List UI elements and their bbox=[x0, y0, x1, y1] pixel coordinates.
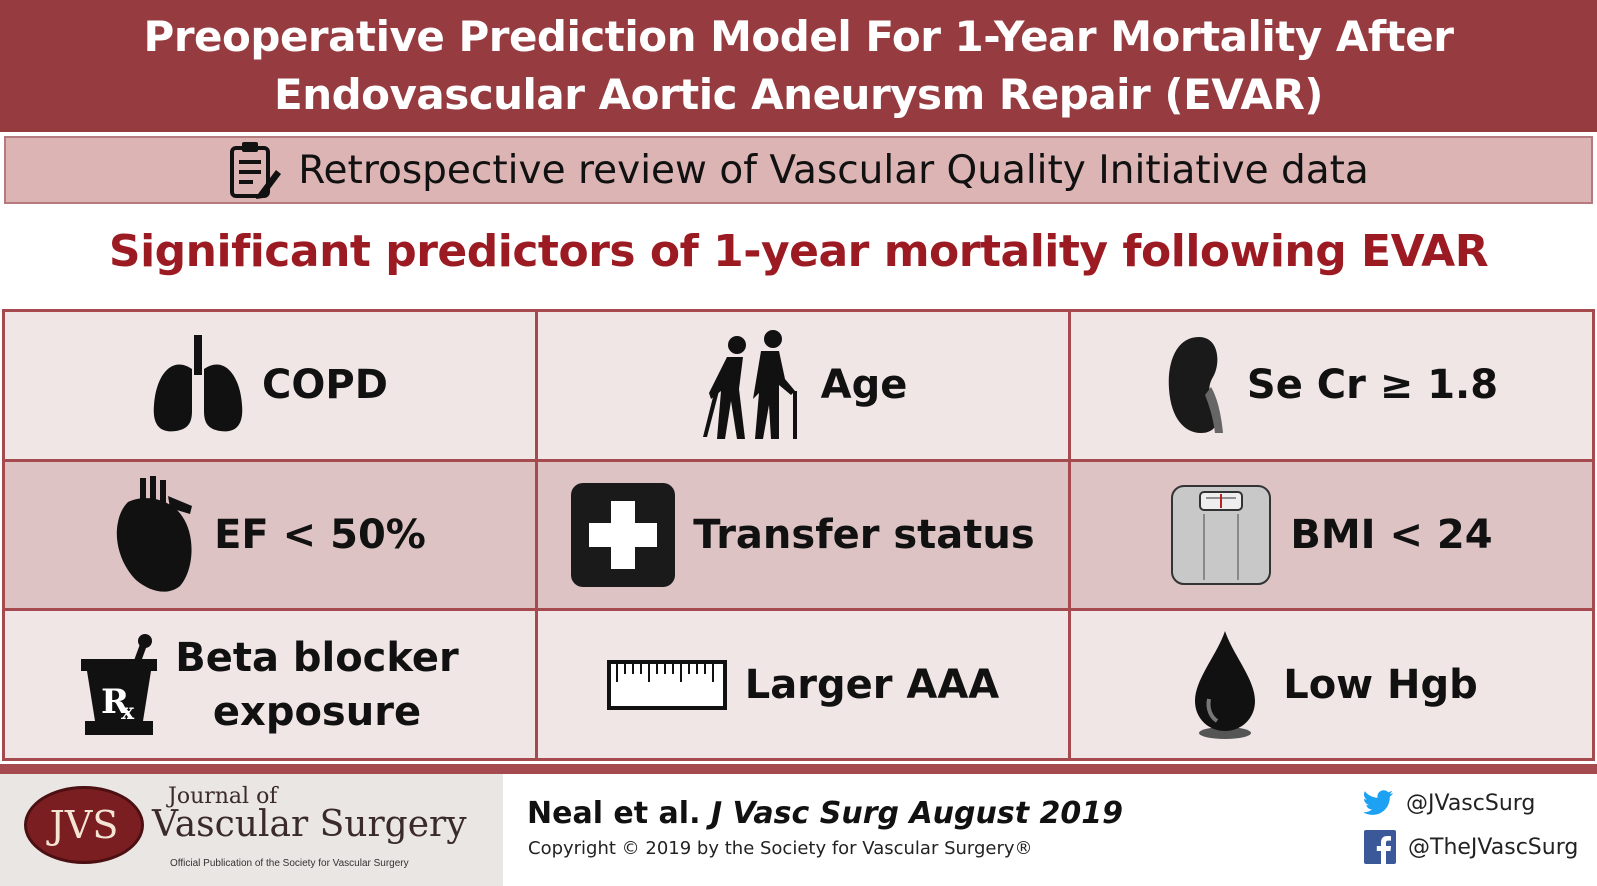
facebook-handle[interactable]: @TheJVascSurg bbox=[1364, 830, 1578, 864]
predictor-label: Beta blocker exposure bbox=[175, 631, 459, 739]
predictor-larger-aaa: Larger AAA bbox=[538, 611, 1068, 758]
medical-cross-icon bbox=[571, 482, 676, 587]
elderly-couple-icon bbox=[702, 330, 797, 440]
journal-logo: JVS Journal of Vascular Surgery Official… bbox=[0, 774, 503, 886]
predictor-label: Low Hgb bbox=[1283, 661, 1478, 708]
copyright-notice: Copyright © 2019 by the Society for Vasc… bbox=[528, 838, 1033, 859]
predictor-copd: COPD bbox=[5, 312, 535, 459]
predictors-grid: COPD Age Se Cr ≥ 1.8 EF < 50% bbox=[2, 309, 1595, 761]
predictor-label: Se Cr ≥ 1.8 bbox=[1246, 362, 1499, 409]
predictor-label: Age bbox=[820, 362, 908, 409]
facebook-handle-text[interactable]: @TheJVascSurg bbox=[1408, 834, 1579, 860]
kidney-icon bbox=[1168, 337, 1223, 434]
journal-tagline: Official Publication of the Society for … bbox=[170, 858, 409, 869]
journal-name-text: Vascular Surgery bbox=[152, 804, 467, 845]
twitter-icon bbox=[1364, 790, 1393, 815]
twitter-handle-text[interactable]: @JVascSurg bbox=[1406, 790, 1536, 816]
predictors-heading: Significant predictors of 1-year mortali… bbox=[108, 226, 1489, 277]
lungs-icon bbox=[153, 335, 243, 432]
predictor-label: EF < 50% bbox=[214, 511, 426, 558]
svg-text:x: x bbox=[121, 699, 135, 725]
citation-authors: Neal et al. bbox=[527, 796, 701, 831]
svg-text:R: R bbox=[101, 682, 130, 722]
predictor-label: Larger AAA bbox=[744, 661, 1000, 708]
predictor-label-line-2: exposure bbox=[212, 688, 422, 735]
title-line-1: Preoperative Prediction Model For 1-Year… bbox=[143, 12, 1454, 61]
predictor-label-line-1: Beta blocker bbox=[175, 634, 459, 681]
citation-journal: J Vasc Surg August 2019 bbox=[710, 796, 1123, 831]
predictor-label: Transfer status bbox=[693, 511, 1035, 558]
mortar-pestle-rx-icon: R x bbox=[81, 633, 158, 735]
facebook-icon bbox=[1364, 830, 1396, 864]
footer-divider bbox=[0, 764, 1597, 774]
ruler-icon bbox=[606, 659, 727, 710]
study-design-text: Retrospective review of Vascular Quality… bbox=[298, 147, 1369, 193]
predictor-beta-blocker: R x Beta blocker exposure bbox=[5, 611, 535, 758]
title-line-2: Endovascular Aortic Aneurysm Repair (EVA… bbox=[274, 70, 1323, 119]
predictor-age: Age bbox=[538, 312, 1068, 459]
predictor-bmi: BMI < 24 bbox=[1071, 461, 1592, 609]
predictor-transfer-status: Transfer status bbox=[538, 461, 1068, 609]
blood-drop-icon bbox=[1195, 630, 1256, 739]
citation: Neal et al. J Vasc Surg August 2019 bbox=[527, 796, 1123, 831]
weight-scale-icon bbox=[1171, 484, 1272, 585]
journal-of-text: Journal of bbox=[168, 784, 278, 809]
predictor-serum-creatinine: Se Cr ≥ 1.8 bbox=[1071, 312, 1592, 459]
predictor-ejection-fraction: EF < 50% bbox=[5, 461, 535, 609]
title-banner: Preoperative Prediction Model For 1-Year… bbox=[0, 0, 1597, 132]
study-design-banner: Retrospective review of Vascular Quality… bbox=[4, 136, 1593, 204]
jvs-seal: JVS bbox=[24, 786, 144, 864]
twitter-handle[interactable]: @JVascSurg bbox=[1364, 790, 1535, 816]
predictor-label: COPD bbox=[262, 362, 388, 409]
predictor-label: BMI < 24 bbox=[1290, 511, 1493, 558]
predictor-low-hgb: Low Hgb bbox=[1071, 611, 1592, 758]
heart-icon bbox=[116, 475, 193, 592]
clipboard-pencil-icon bbox=[230, 142, 282, 199]
